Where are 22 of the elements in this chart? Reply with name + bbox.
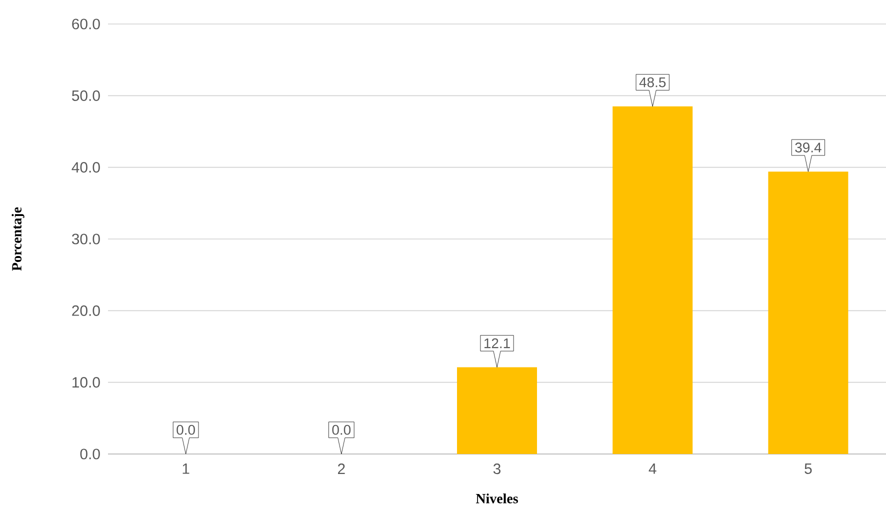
y-tick-label: 60.0: [72, 18, 100, 30]
x-tick-label: 3: [493, 464, 501, 474]
data-label: 39.4: [795, 142, 822, 152]
y-tick-label: 30.0: [72, 234, 100, 244]
x-tick-label: 4: [648, 464, 656, 474]
bar: [457, 367, 538, 454]
x-tick-label: 2: [338, 464, 345, 474]
y-tick-label: 40.0: [72, 162, 100, 173]
y-axis-title: Porcentaje: [12, 207, 24, 271]
y-tick-label: 0.0: [80, 448, 100, 460]
data-label: 0.0: [176, 424, 195, 435]
y-tick-label: 10.0: [72, 377, 100, 388]
bar: [612, 106, 693, 454]
data-label: 12.1: [484, 338, 510, 348]
data-label: 0.0: [332, 424, 351, 435]
y-tick-label: 50.0: [72, 90, 100, 101]
x-tick-label: 1: [182, 464, 190, 474]
x-axis-title: Niveles: [476, 494, 518, 504]
bar: [768, 172, 848, 454]
data-label: 48.5: [639, 77, 666, 88]
y-tick-label: 20.0: [72, 305, 100, 316]
x-tick-label: 5: [804, 464, 812, 474]
